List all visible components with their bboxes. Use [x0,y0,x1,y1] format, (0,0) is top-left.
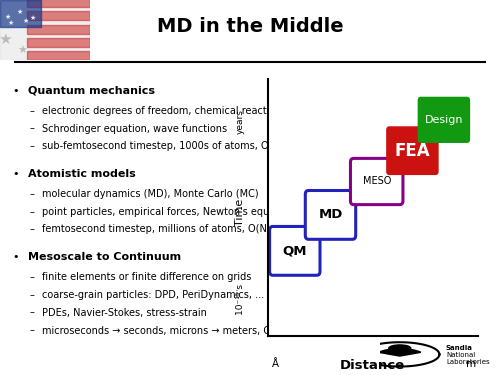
FancyBboxPatch shape [418,97,470,143]
Text: ★: ★ [0,32,12,46]
Text: •: • [12,86,19,96]
Text: Mesoscale to Continuum: Mesoscale to Continuum [28,252,180,262]
Text: Laboratories: Laboratories [446,359,490,365]
Text: •: • [12,169,19,179]
Text: MD in the Middle: MD in the Middle [156,17,344,36]
Text: femtosecond timestep, millions of atoms, O(N): femtosecond timestep, millions of atoms,… [42,224,271,234]
Text: electronic degrees of freedom, chemical reactions: electronic degrees of freedom, chemical … [42,106,287,116]
FancyBboxPatch shape [306,190,356,239]
Text: m: m [466,359,476,369]
Text: MESO: MESO [362,177,391,186]
Wedge shape [379,349,421,356]
Text: ★: ★ [4,14,10,20]
Circle shape [389,345,411,352]
Bar [27,51,90,60]
Text: MD: MD [318,209,342,221]
Text: –: – [30,189,35,199]
Text: –: – [30,325,35,335]
Text: years: years [236,110,244,135]
Bar [27,38,90,47]
Bar [27,11,90,20]
FancyBboxPatch shape [386,126,438,175]
Text: FEA: FEA [394,142,430,160]
Text: –: – [30,272,35,282]
Text: National: National [446,352,475,358]
Text: Distance: Distance [340,359,405,372]
Text: ★: ★ [18,46,28,56]
Text: –: – [30,141,35,151]
Text: Schrodinger equation, wave functions: Schrodinger equation, wave functions [42,124,228,134]
Text: sub-femtosecond timestep, 1000s of atoms, O(N³): sub-femtosecond timestep, 1000s of atoms… [42,141,288,151]
FancyBboxPatch shape [350,158,403,205]
Text: Design: Design [424,115,463,125]
Text: microseconds → seconds, microns → meters, O(N³²): microseconds → seconds, microns → meters… [42,325,294,335]
Text: •: • [12,252,19,262]
Text: ★: ★ [16,9,23,15]
Text: QM: QM [282,244,307,257]
Text: point particles, empirical forces, Newton's equations: point particles, empirical forces, Newto… [42,207,300,217]
Text: Å: Å [272,359,280,369]
Text: –: – [30,124,35,134]
Text: –: – [30,207,35,217]
Text: –: – [30,290,35,300]
Bar [27,25,90,34]
Text: Time: Time [235,199,245,226]
Text: –: – [30,106,35,116]
Bar [0,0,40,27]
FancyBboxPatch shape [270,226,320,275]
Text: Atomistic models: Atomistic models [28,169,135,179]
Text: coarse-grain particles: DPD, PeriDynamics, ...: coarse-grain particles: DPD, PeriDynamic… [42,290,264,300]
Text: molecular dynamics (MD), Monte Carlo (MC): molecular dynamics (MD), Monte Carlo (MC… [42,189,259,199]
Text: Quantum mechanics: Quantum mechanics [28,86,154,96]
Text: –: – [30,308,35,318]
Text: –: – [30,224,35,234]
Text: finite elements or finite difference on grids: finite elements or finite difference on … [42,272,252,282]
Text: 10⁻¹⁵ s: 10⁻¹⁵ s [236,284,244,315]
Text: ★: ★ [30,15,36,21]
Text: ★: ★ [8,20,14,26]
Text: ★: ★ [22,18,29,24]
Text: PDEs, Navier-Stokes, stress-strain: PDEs, Navier-Stokes, stress-strain [42,308,207,318]
Text: Sandia: Sandia [446,345,473,351]
Bar [27,0,90,7]
